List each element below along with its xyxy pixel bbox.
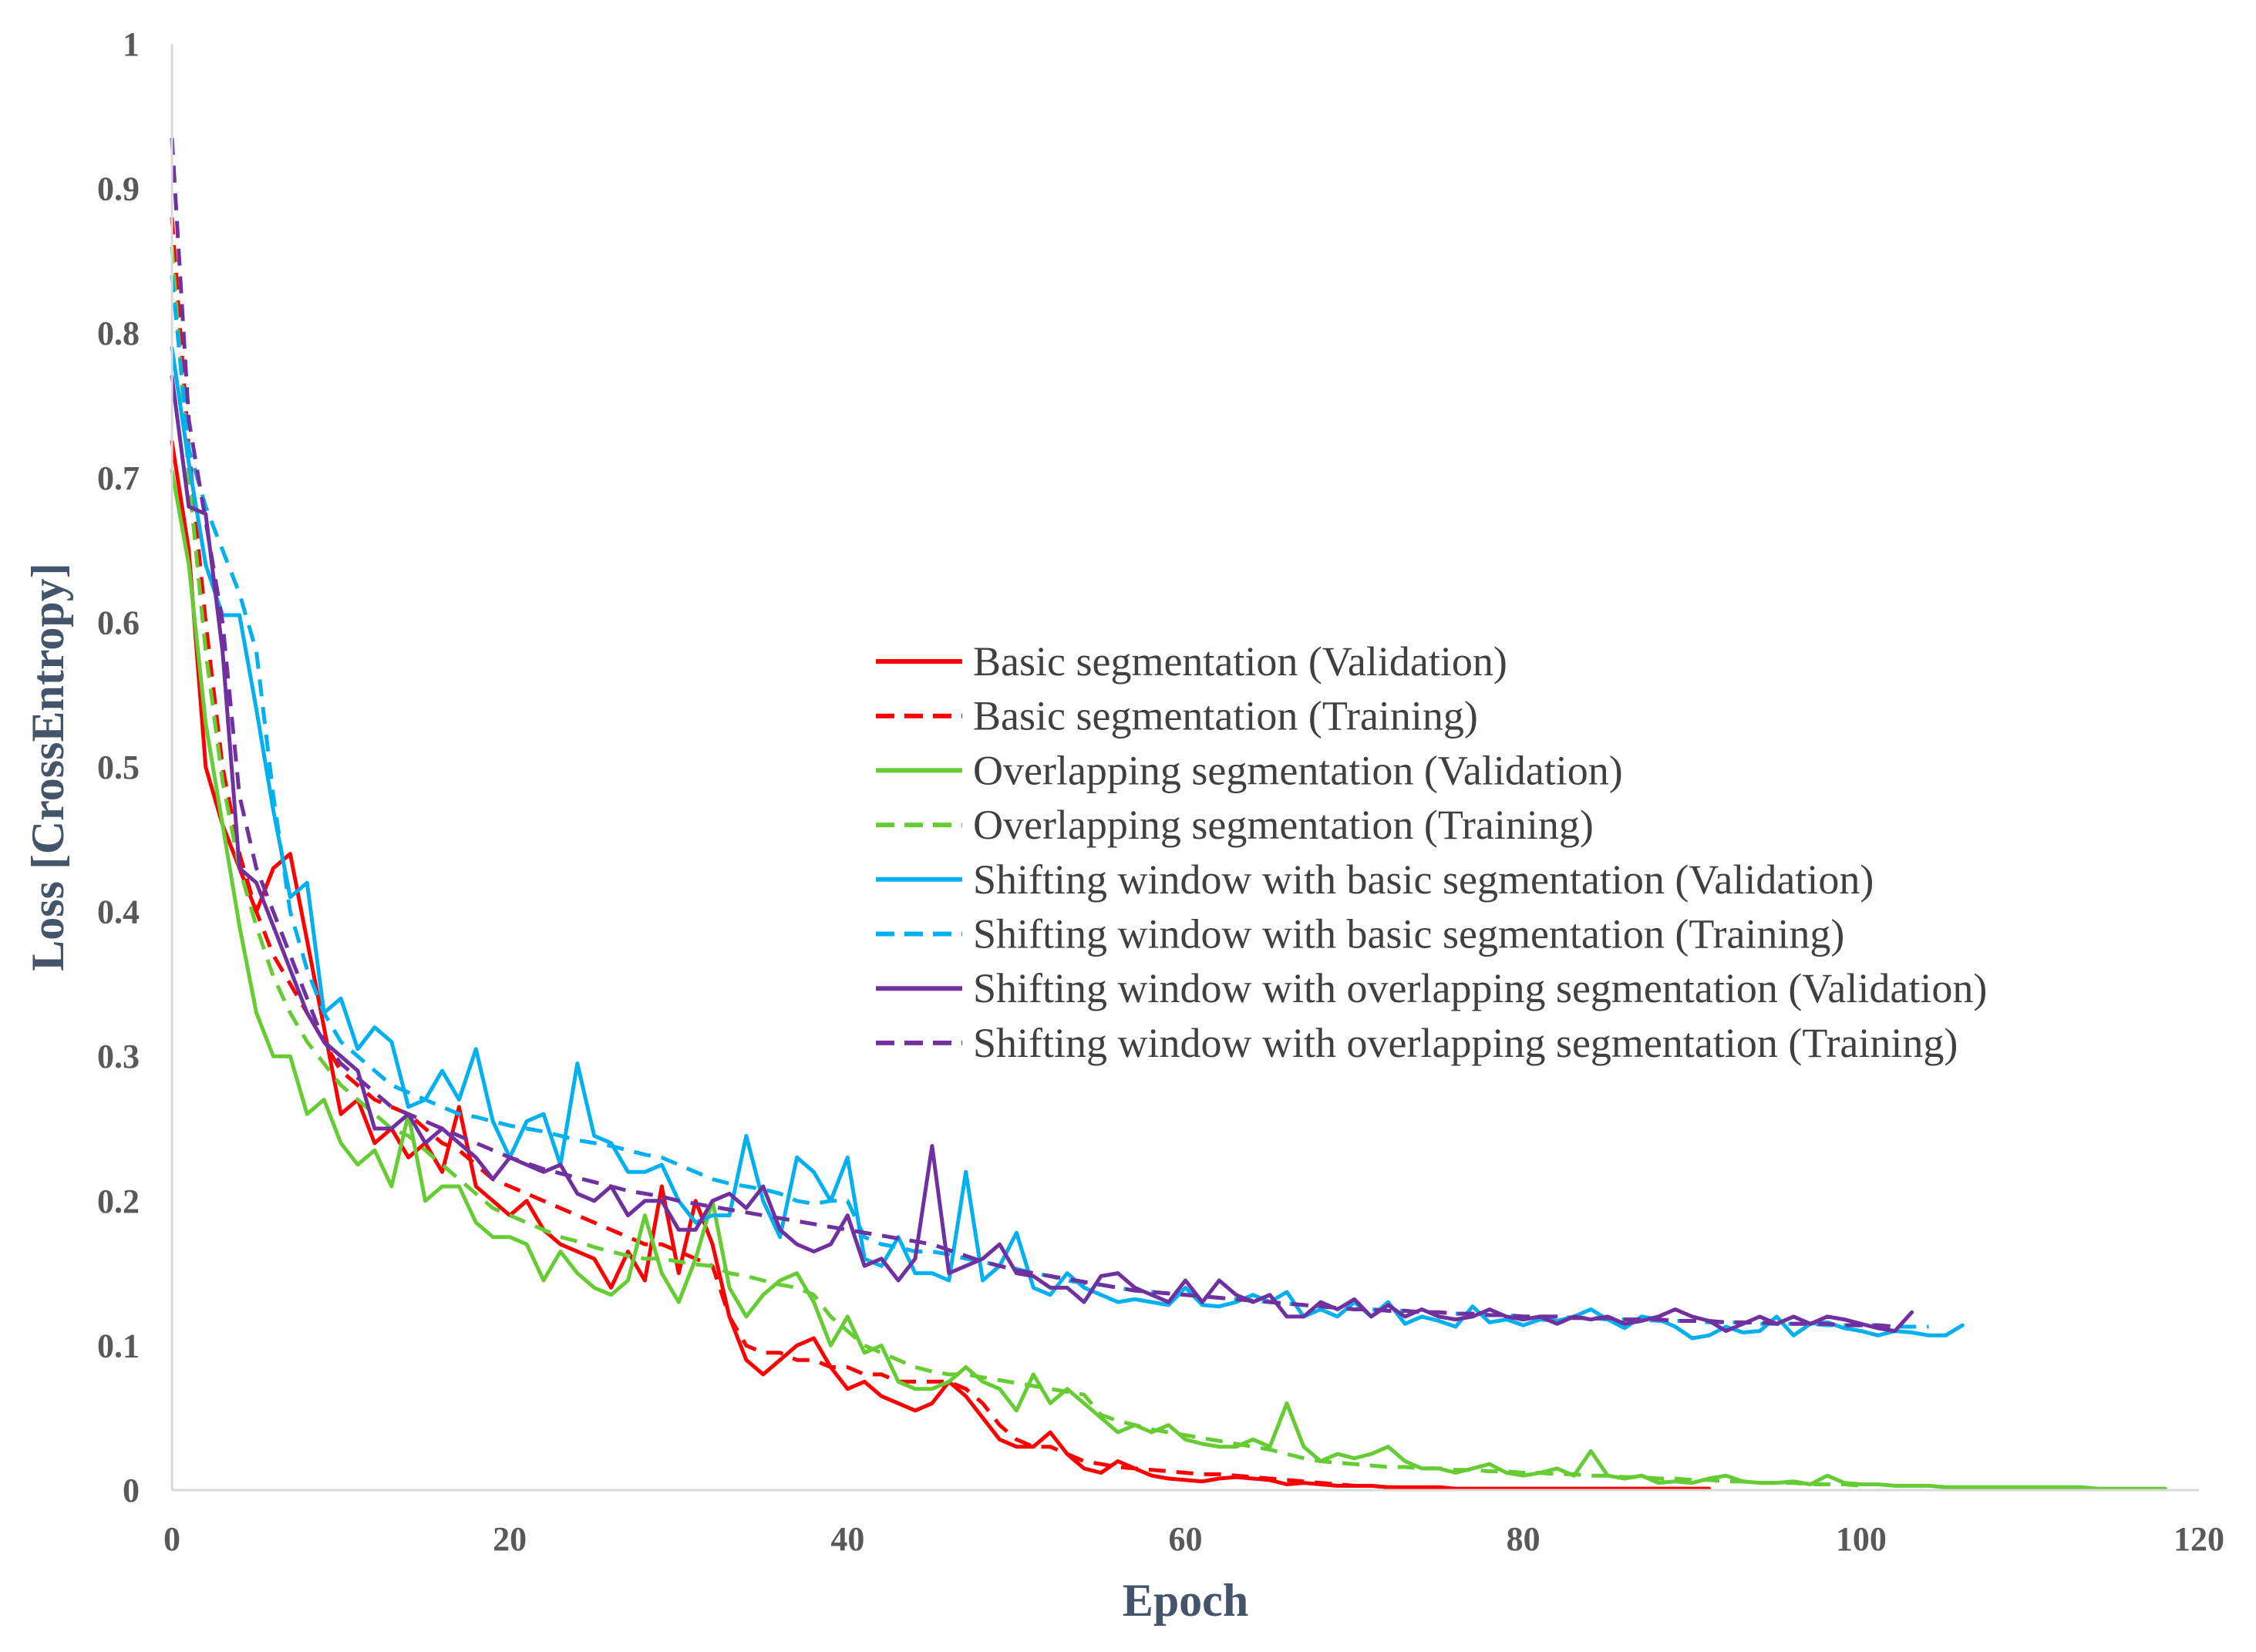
y-tick-label: 0.2 xyxy=(97,1183,140,1220)
x-tick-label: 120 xyxy=(2174,1520,2224,1558)
series-line-1 xyxy=(170,439,1712,1491)
y-tick-labels: 0 0.1 0.2 0.3 0.4 0.5 0.6 0.7 0.8 0.9 1 xyxy=(97,25,140,1509)
x-tick-label: 80 xyxy=(1507,1520,1540,1558)
y-tick-label: 0 xyxy=(123,1472,140,1509)
y-tick-label: 0.9 xyxy=(97,170,140,208)
y-tick-label: 0.8 xyxy=(97,315,140,352)
legend-label-4: Overlapping segmentation (Training) xyxy=(973,802,1594,848)
series-line-3 xyxy=(170,468,2167,1491)
legend-label-8: Shifting window with overlapping segment… xyxy=(973,1020,1958,1066)
legend-label-3: Overlapping segmentation (Validation) xyxy=(973,747,1623,793)
series-line-2 xyxy=(170,217,1355,1488)
y-tick-label: 0.5 xyxy=(97,749,140,786)
series-line-8 xyxy=(170,137,1895,1329)
series-line-7 xyxy=(170,375,1914,1334)
legend: Basic segmentation (Validation) Basic seg… xyxy=(876,638,1987,1066)
x-tick-label: 0 xyxy=(163,1520,180,1558)
legend-label-6: Shifting window with basic segmentation … xyxy=(973,911,1844,957)
y-tick-label: 0.4 xyxy=(97,893,140,931)
x-axis-title: Epoch xyxy=(1123,1575,1248,1626)
x-tick-label: 100 xyxy=(1836,1520,1887,1558)
x-tick-label: 20 xyxy=(493,1520,527,1558)
axes xyxy=(170,44,2199,1492)
y-tick-label: 0.1 xyxy=(97,1327,140,1364)
legend-label-5: Shifting window with basic segmentation … xyxy=(973,856,1874,903)
series-line-4 xyxy=(170,246,1862,1488)
legend-label-7: Shifting window with overlapping segment… xyxy=(973,965,1987,1011)
y-tick-label: 1 xyxy=(123,25,140,63)
x-tick-label: 60 xyxy=(1169,1520,1203,1558)
plot-lines xyxy=(170,137,2167,1491)
y-tick-label: 0.6 xyxy=(97,604,140,641)
legend-label-1: Basic segmentation (Validation) xyxy=(973,638,1507,685)
y-axis-title: Loss [CrossEntropy] xyxy=(22,563,73,971)
x-tick-label: 40 xyxy=(830,1520,864,1558)
legend-label-2: Basic segmentation (Training) xyxy=(973,693,1478,739)
x-tick-labels: 0 20 40 60 80 100 120 xyxy=(163,1520,2224,1558)
y-tick-label: 0.3 xyxy=(97,1038,140,1075)
y-tick-label: 0.7 xyxy=(97,459,140,497)
